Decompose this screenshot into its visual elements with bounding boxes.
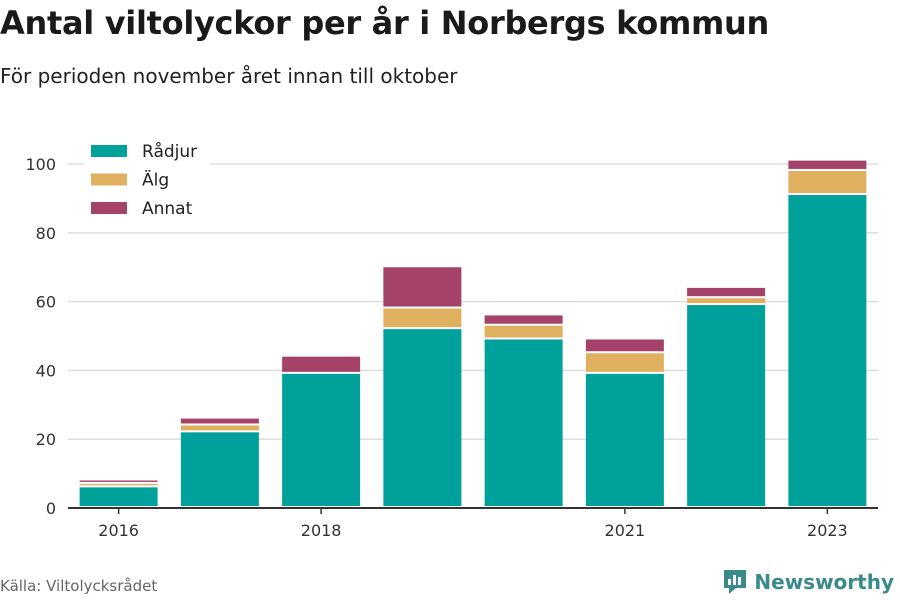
bar-rådjur-2018 xyxy=(282,373,361,506)
axes: 0 20 40 60 80 100 2016 2018 2021 2023 xyxy=(25,155,878,540)
x-tick-label: 2018 xyxy=(301,521,342,540)
legend-swatch-älg xyxy=(91,173,127,186)
bar-rådjur-2021 xyxy=(585,373,664,506)
chart-title: Antal viltolyckor per år i Norbergs komm… xyxy=(0,4,769,42)
source-note: Källa: Viltolycksrådet xyxy=(0,577,158,595)
bar-rådjur-2016 xyxy=(79,487,158,506)
bar-annat-2022 xyxy=(687,287,766,297)
y-tick-label: 60 xyxy=(36,293,56,312)
bars xyxy=(79,160,867,507)
legend-swatch-rådjur xyxy=(91,145,127,157)
y-tick-label: 40 xyxy=(36,361,56,380)
bar-rådjur-2022 xyxy=(687,305,766,506)
bar-rådjur-2017 xyxy=(180,432,259,506)
brand-logo: Newsworthy xyxy=(722,568,894,596)
y-tick-label: 0 xyxy=(46,499,56,518)
y-tick-label: 20 xyxy=(36,430,56,449)
bar-älg-2016 xyxy=(79,483,158,486)
bar-rådjur-2020 xyxy=(484,339,563,506)
bar-rådjur-2023 xyxy=(788,195,867,507)
bar-annat-2023 xyxy=(788,160,867,169)
x-tick-label: 2021 xyxy=(605,521,646,540)
bar-annat-2018 xyxy=(282,356,361,372)
bar-annat-2021 xyxy=(585,339,664,352)
bar-älg-2022 xyxy=(687,298,766,304)
bar-annat-2019 xyxy=(383,267,462,307)
legend-label-annat: Annat xyxy=(142,199,193,219)
legend-label-rådjur: Rådjur xyxy=(142,141,197,162)
legend-swatch-annat xyxy=(91,202,127,214)
newsworthy-logo-icon xyxy=(724,570,747,594)
bar-älg-2017 xyxy=(180,425,259,431)
bar-annat-2016 xyxy=(79,480,158,482)
legend: Rådjur Älg Annat xyxy=(84,138,210,224)
bar-annat-2020 xyxy=(484,315,563,324)
y-tick-label: 80 xyxy=(36,224,56,243)
bar-rådjur-2019 xyxy=(383,329,462,506)
y-tick-label: 100 xyxy=(25,155,56,174)
bar-älg-2023 xyxy=(788,170,867,194)
bar-älg-2019 xyxy=(383,308,462,328)
legend-label-älg: Älg xyxy=(142,170,169,191)
bar-älg-2020 xyxy=(484,325,563,338)
brand-name: Newsworthy xyxy=(754,570,894,594)
x-tick-label: 2023 xyxy=(807,521,848,540)
chart-subtitle: För perioden november året innan till ok… xyxy=(0,64,458,88)
bar-älg-2021 xyxy=(585,353,664,372)
bar-annat-2017 xyxy=(180,418,259,424)
x-tick-label: 2016 xyxy=(98,521,139,540)
stacked-bar-chart: 0 20 40 60 80 100 2016 2018 2021 2023 Rådjur Älg An… xyxy=(25,138,878,540)
